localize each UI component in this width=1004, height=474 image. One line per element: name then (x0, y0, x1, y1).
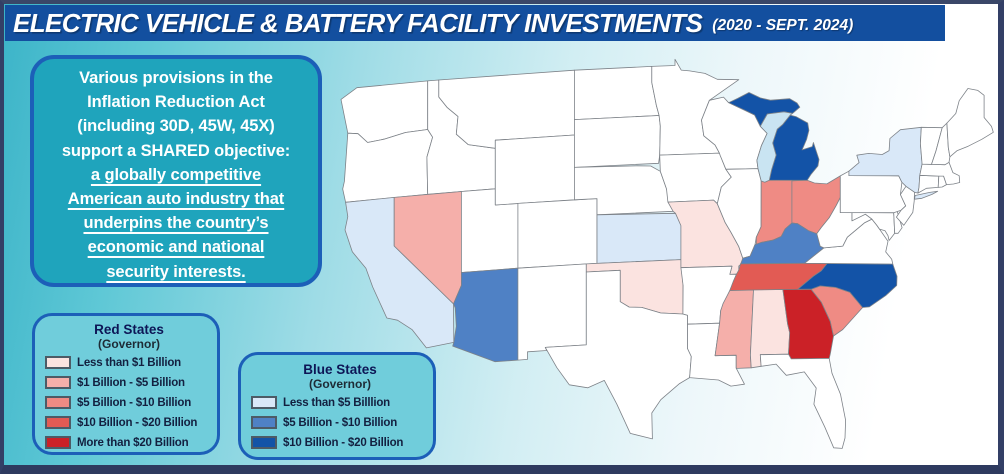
legend-swatch (45, 436, 71, 449)
legend-red-items: Less than $1 Billion $1 Billion - $5 Bill… (45, 354, 213, 451)
info-line: support a SHARED objective: (61, 141, 291, 160)
info-text: Various provisions in the Inflation Reduc… (40, 66, 312, 284)
legend-label: $10 Billion - $20 Billion (283, 436, 404, 449)
legend-label: $5 Billion - $10 Billion (283, 416, 398, 429)
legend-item: Less than $5 Billlion (251, 394, 429, 411)
state-florida (759, 353, 846, 449)
legend-blue-states: Blue States (Governor) Less than $5 Bill… (238, 352, 436, 460)
info-line: American auto industry that (67, 190, 285, 209)
info-line: Inflation Reduction Act (87, 93, 265, 112)
state-new-york-2 (914, 190, 939, 200)
info-line: (including 30D, 45W, 45X) (77, 117, 275, 136)
legend-blue-subtitle: (Governor) (308, 377, 371, 391)
info-box: Various provisions in the Inflation Reduc… (30, 55, 322, 287)
state-kansas (596, 212, 682, 264)
legend-swatch (45, 376, 71, 389)
legend-red-states: Red States (Governor) Less than $1 Billi… (32, 313, 220, 455)
legend-red-title: Red States (94, 322, 164, 337)
legend-blue-items: Less than $5 Billlion $5 Billion - $10 Bi… (251, 394, 429, 451)
legend-label: $10 Billion - $20 Billion (77, 416, 198, 429)
info-line: economic and national (87, 238, 265, 257)
state-connecticut (917, 174, 940, 194)
title-bar: ELECTRIC VEHICLE & BATTERY FACILITY INVE… (5, 5, 945, 41)
lake-michigan (756, 111, 793, 183)
legend-swatch (251, 396, 277, 409)
legend-label: More than $20 Billion (77, 436, 189, 449)
legend-label: Less than $1 Billion (77, 356, 181, 369)
state-arizona (452, 267, 519, 363)
legend-item: $5 Billion - $10 Billion (251, 414, 429, 431)
legend-red-subtitle: (Governor) (97, 337, 160, 351)
info-line: Various provisions in the (79, 69, 273, 87)
page-title: ELECTRIC VEHICLE & BATTERY FACILITY INVE… (13, 7, 703, 38)
state-pennsylvania (839, 170, 907, 214)
state-oregon (342, 129, 433, 203)
info-line: security interests. (106, 262, 246, 281)
legend-swatch (45, 356, 71, 369)
legend-swatch (251, 416, 277, 429)
legend-item: $10 Billion - $20 Billion (251, 434, 429, 451)
legend-swatch (45, 416, 71, 429)
legend-item: $1 Billion - $5 Billion (45, 374, 213, 391)
state-south-dakota (573, 115, 661, 168)
us-map (340, 58, 994, 449)
legend-swatch (251, 436, 277, 449)
info-line: underpins the country’s (83, 214, 269, 233)
legend-label: $5 Billion - $10 Billion (77, 396, 192, 409)
legend-item: $10 Billion - $20 Billion (45, 414, 213, 431)
info-line: a globally competitive (90, 165, 262, 184)
state-maine (946, 88, 994, 158)
legend-label: Less than $5 Billlion (283, 396, 390, 409)
legend-blue-title: Blue States (303, 362, 377, 377)
legend-item: Less than $1 Billion (45, 354, 213, 371)
legend-item: $5 Billion - $10 Billion (45, 394, 213, 411)
legend-item: More than $20 Billion (45, 434, 213, 451)
state-wyoming (494, 134, 575, 206)
state-texas (544, 269, 692, 440)
state-north-dakota (573, 65, 660, 120)
state-michigan-2 (728, 92, 801, 127)
legend-label: $1 Billion - $5 Billion (77, 376, 185, 389)
state-north-carolina (797, 262, 898, 308)
legend-swatch (45, 396, 71, 409)
state-colorado (517, 198, 598, 269)
title-period: (2020 - SEPT. 2024) (712, 16, 854, 34)
